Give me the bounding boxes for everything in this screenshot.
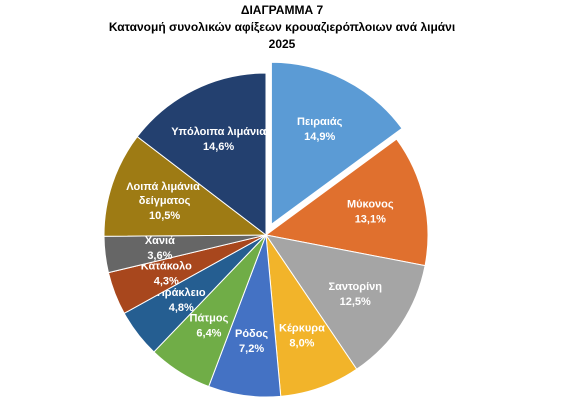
value-label: 4,3% bbox=[154, 276, 179, 288]
slice-label: Υπόλοιπα λιμάνια bbox=[171, 126, 266, 138]
value-label: 7,2% bbox=[239, 343, 264, 355]
value-label: 8,0% bbox=[289, 338, 314, 350]
slice-label: Μύκονος bbox=[347, 198, 394, 210]
slice-label: Ρόδος bbox=[235, 328, 268, 340]
pie-slice bbox=[264, 138, 429, 267]
slice-label: Χανιά bbox=[145, 235, 175, 247]
slice-label: Κατάκολο bbox=[141, 261, 192, 273]
pie-slice bbox=[136, 72, 267, 237]
value-label: 3,6% bbox=[147, 250, 172, 262]
value-label: 13,1% bbox=[355, 213, 386, 225]
slice-label: Πάτμος bbox=[190, 312, 229, 324]
chart-title: ΔΙΑΓΡΑΜΜΑ 7 bbox=[241, 3, 324, 17]
value-label: 14,6% bbox=[203, 141, 234, 153]
pie-slice bbox=[264, 234, 426, 370]
value-label: 14,9% bbox=[304, 131, 335, 143]
value-label: 6,4% bbox=[196, 327, 221, 339]
slice-label: Πειραιάς bbox=[297, 116, 343, 128]
chart-title: 2025 bbox=[269, 37, 296, 51]
pie-slice bbox=[270, 61, 403, 226]
value-label: 4,8% bbox=[169, 302, 194, 314]
slice-label: Ηράκλειο bbox=[157, 287, 206, 299]
slice-label: Λοιπά λιμάνια δείγματος bbox=[126, 181, 203, 207]
chart-title: Κατανομή συνολικών αφίξεων κρουαζιερόπλο… bbox=[109, 20, 455, 34]
pie-slice bbox=[103, 135, 268, 237]
value-label: 12,5% bbox=[340, 296, 371, 308]
slice-label: Σαντορίνη bbox=[328, 281, 382, 293]
value-label: 10,5% bbox=[149, 210, 180, 222]
slice-label: Κέρκυρα bbox=[279, 323, 325, 335]
